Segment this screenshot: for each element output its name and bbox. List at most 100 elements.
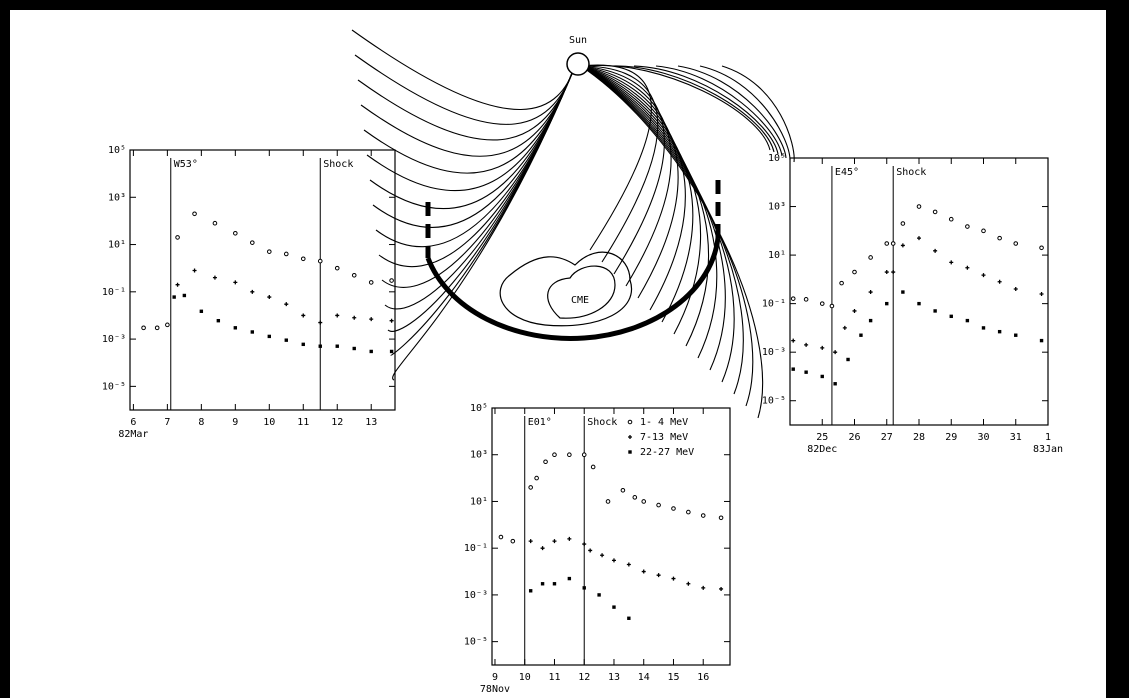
y-tick-label: 10⁵ [768, 153, 786, 164]
data-point [1013, 287, 1018, 292]
data-point [528, 539, 533, 544]
data-point [510, 538, 516, 544]
field-line [699, 65, 791, 161]
data-point [965, 224, 970, 229]
data-point [842, 325, 847, 330]
cme-loop-inner [547, 265, 616, 319]
x-tick-label: 7 [164, 417, 170, 428]
data-point [369, 317, 374, 322]
data-point [686, 581, 691, 586]
data-point [701, 585, 706, 590]
y-tick-label: 10¹ [108, 240, 126, 251]
data-point [1039, 245, 1044, 251]
plot-frame [491, 407, 731, 666]
field-line [655, 65, 783, 157]
data-point [301, 342, 305, 347]
data-point [997, 329, 1002, 334]
x-tick-label: 9 [232, 417, 238, 428]
data-point [318, 320, 323, 325]
y-tick-label: 10¹ [470, 496, 488, 507]
data-point [933, 248, 938, 253]
data-point [600, 553, 605, 558]
data-point [718, 515, 724, 521]
y-tick-label: 10³ [768, 202, 786, 213]
annotation-label: Shock [323, 159, 353, 170]
data-point [829, 303, 835, 309]
data-point [233, 280, 238, 285]
x-tick-label: 13 [608, 672, 620, 683]
plot-frame [129, 149, 396, 411]
x-tick-label: 10 [519, 672, 531, 683]
data-point [1013, 241, 1019, 246]
field-line [392, 65, 576, 381]
x-tick-label: 10 [263, 417, 275, 428]
data-point [567, 576, 572, 581]
x-tick-label: 14 [638, 672, 650, 683]
data-point [820, 374, 824, 379]
field-line [611, 65, 775, 153]
x-date-label: 82Dec [807, 444, 837, 455]
data-point [949, 260, 954, 265]
y-tick-label: 10⁻¹ [102, 287, 126, 298]
data-point [656, 573, 661, 578]
data-point [627, 616, 631, 620]
data-point [804, 370, 808, 374]
x-tick-label: 31 [1010, 432, 1022, 443]
data-point [1039, 338, 1044, 343]
data-point [803, 297, 809, 302]
data-point [590, 464, 596, 470]
data-point [1039, 291, 1044, 296]
x-date-label: 82Mar [118, 429, 148, 440]
data-point [965, 265, 970, 270]
x-tick-label: 12 [578, 672, 590, 683]
x-tick-label: 16 [697, 672, 709, 683]
x-tick-label: 8 [198, 417, 204, 428]
data-point [620, 488, 626, 493]
x-tick-label: 11 [548, 672, 560, 683]
data-point [612, 605, 616, 609]
y-tick-label: 10⁵ [470, 403, 488, 414]
y-tick-label: 10⁻³ [102, 334, 126, 345]
data-point [719, 586, 724, 591]
data-point [791, 367, 795, 371]
x-tick-label: 11 [297, 417, 309, 428]
data-point [283, 251, 289, 257]
sun-label: Sun [569, 35, 587, 46]
data-point [916, 204, 922, 209]
field-line [677, 65, 787, 159]
data-point [839, 280, 844, 286]
y-tick-label: 10³ [108, 192, 126, 203]
data-point [250, 240, 255, 245]
data-point [175, 282, 180, 287]
x-tick-label: 26 [848, 432, 860, 443]
data-point [932, 209, 938, 215]
y-tick-label: 10⁻⁵ [762, 396, 786, 407]
x-tick-label: 6 [130, 417, 136, 428]
data-point [250, 289, 255, 294]
data-point [300, 256, 306, 262]
x-tick-label: 30 [977, 432, 989, 443]
annotation-label: E01° [528, 417, 552, 428]
data-point [389, 318, 394, 323]
x-date-label: 83Jan [1033, 444, 1063, 455]
cme-loop-outer [499, 251, 633, 327]
data-point [334, 265, 340, 271]
data-point [352, 315, 357, 320]
field-line [580, 65, 763, 419]
data-point [154, 325, 160, 331]
annotation-label: Shock [587, 417, 617, 428]
data-point [671, 506, 676, 511]
data-point [581, 452, 587, 458]
data-point [890, 241, 896, 246]
x-tick-label: 28 [913, 432, 925, 443]
data-point [901, 290, 905, 294]
data-point [567, 452, 572, 458]
data-point [369, 349, 373, 354]
data-point [567, 536, 572, 541]
data-point [389, 349, 394, 354]
data-point [212, 220, 218, 226]
paper [10, 10, 1106, 698]
data-point [552, 452, 557, 458]
data-point [981, 273, 986, 278]
